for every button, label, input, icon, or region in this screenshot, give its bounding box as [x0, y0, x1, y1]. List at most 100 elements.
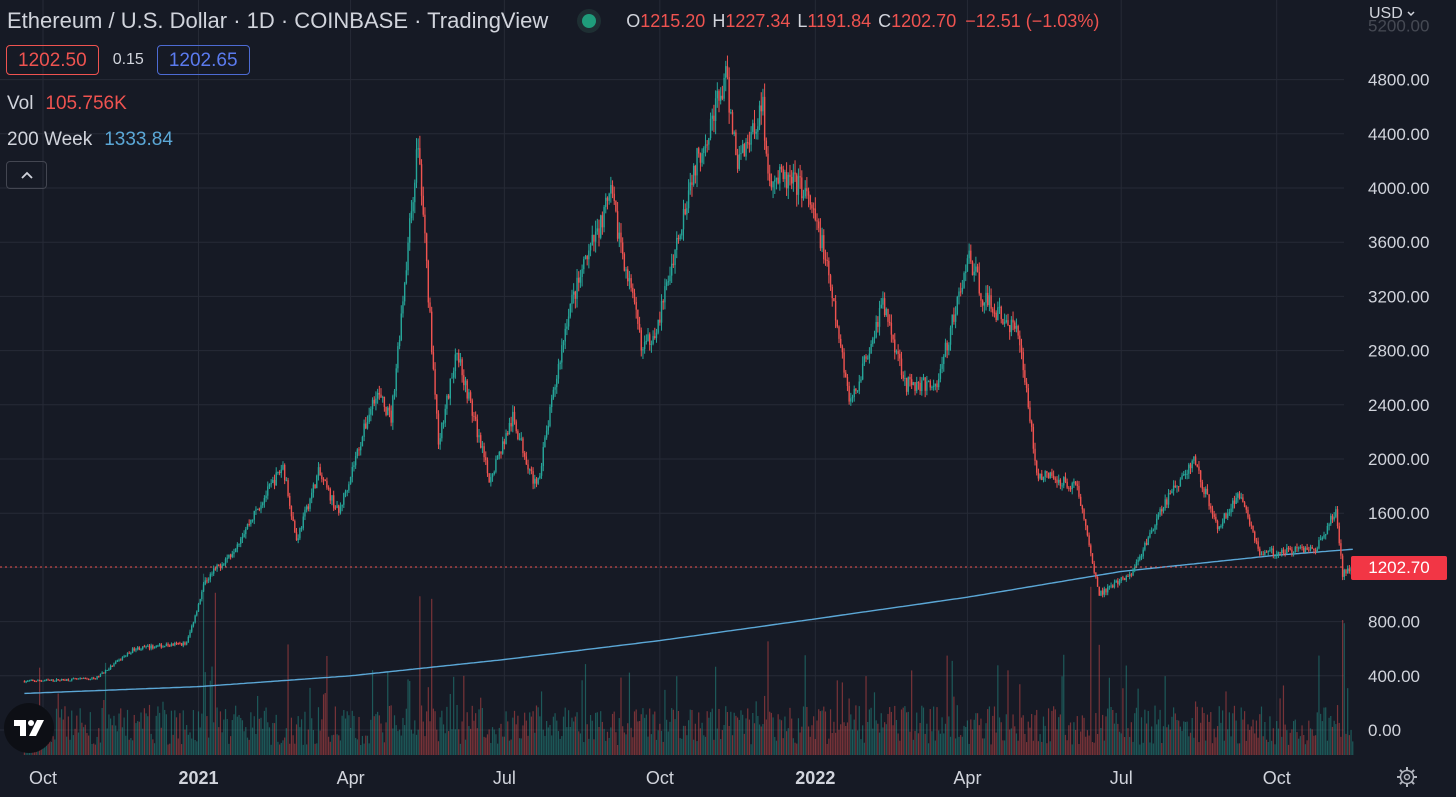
volume-bar [1220, 722, 1222, 755]
volume-bar [223, 719, 225, 755]
volume-bar [1281, 736, 1283, 755]
volume-bar [1124, 737, 1126, 755]
volume-bar [1166, 727, 1168, 755]
grid-lines [0, 0, 1344, 755]
collapse-legend-button[interactable] [6, 161, 47, 189]
volume-bar [231, 720, 233, 755]
volume-bar [128, 739, 130, 755]
volume-bar [162, 701, 164, 755]
candle-body [1270, 548, 1273, 550]
volume-bar [728, 725, 730, 755]
volume-bar [155, 715, 157, 755]
volume-bar [622, 726, 624, 755]
ma-value: 1333.84 [104, 129, 173, 150]
candle-body [807, 191, 810, 196]
candle-body [1216, 521, 1219, 530]
buy-button[interactable]: 1202.65 [156, 45, 250, 75]
volume-bar [569, 726, 571, 755]
volume-bar [1132, 741, 1134, 755]
volume-bar [1100, 727, 1102, 755]
candle-body [806, 188, 808, 192]
candle-body [792, 172, 795, 184]
volume-bar [966, 720, 969, 755]
volume-bar [1041, 741, 1043, 755]
candle-body [381, 396, 384, 398]
volume-bar [1056, 729, 1058, 755]
volume-bar [539, 716, 541, 755]
volume-bar [459, 743, 462, 755]
candle-body [826, 260, 828, 262]
volume-bar [478, 709, 480, 755]
volume-bar [537, 707, 539, 755]
volume-bar [838, 729, 840, 755]
volume-bar [1260, 706, 1263, 755]
candle-body [885, 309, 888, 316]
candle-body [916, 382, 918, 391]
candle-body [338, 505, 340, 513]
volume-bar [1083, 717, 1085, 755]
volume-bar [71, 710, 73, 755]
candle-body [474, 416, 477, 420]
candle-body [104, 670, 107, 674]
candle-body [388, 407, 391, 411]
volume-bar [1323, 707, 1325, 755]
sell-button[interactable]: 1202.50 [6, 45, 99, 75]
volume-bar [235, 705, 237, 755]
candle-body [591, 234, 593, 246]
volume-legend[interactable]: Vol 105.756K [7, 93, 127, 115]
volume-bar [1218, 706, 1220, 755]
volume-bar [512, 717, 514, 755]
candle-body [939, 368, 942, 379]
volume-bar [1025, 742, 1028, 755]
candle-body [27, 680, 29, 682]
candle-body [809, 195, 811, 205]
volume-bar [718, 708, 720, 755]
y-tick-label-clipped: 5200.00 [1368, 16, 1429, 35]
candle-body [796, 174, 798, 195]
candle-body [848, 385, 850, 402]
volume-bar [133, 714, 135, 755]
volume-bar [1080, 731, 1082, 755]
candle-body [57, 679, 59, 681]
candle-body [175, 643, 178, 645]
currency-selector[interactable]: USD [1369, 5, 1416, 23]
candle-body [953, 314, 955, 322]
volume-bar [1151, 726, 1153, 755]
volume-bar [312, 730, 314, 755]
volume-bar [398, 729, 401, 755]
volume-bar [339, 740, 342, 755]
volume-bar [1328, 717, 1330, 755]
volume-bar [1130, 722, 1132, 755]
volume-bar [439, 717, 441, 755]
volume-bar [1284, 724, 1286, 755]
volume-bar [116, 731, 118, 755]
volume-bar [608, 737, 610, 755]
ma-legend[interactable]: 200 Week 1333.84 [7, 129, 173, 151]
volume-bar [911, 670, 913, 755]
candle-body [763, 96, 766, 141]
candle-body [1316, 548, 1318, 552]
volume-bar [62, 719, 64, 755]
volume-bar [1167, 724, 1170, 755]
candle-body [1225, 513, 1227, 518]
volume-bar [1313, 735, 1315, 755]
gear-icon[interactable] [1396, 766, 1418, 788]
volume-bar [601, 721, 603, 755]
volume-bar [698, 712, 700, 755]
volume-bar [1265, 739, 1268, 755]
volume-bar [731, 735, 734, 755]
candle-body [1189, 464, 1192, 469]
volume-bar [1002, 740, 1004, 755]
volume-bar [872, 728, 874, 755]
candle-body [775, 177, 778, 180]
volume-bar [289, 743, 291, 755]
volume-bar [343, 710, 345, 755]
candle-body [179, 643, 181, 645]
volume-bar [617, 744, 619, 755]
tradingview-logo-icon[interactable] [4, 703, 54, 753]
volume-bar [899, 740, 901, 755]
candle-body [657, 319, 659, 333]
candle-body [512, 411, 514, 427]
